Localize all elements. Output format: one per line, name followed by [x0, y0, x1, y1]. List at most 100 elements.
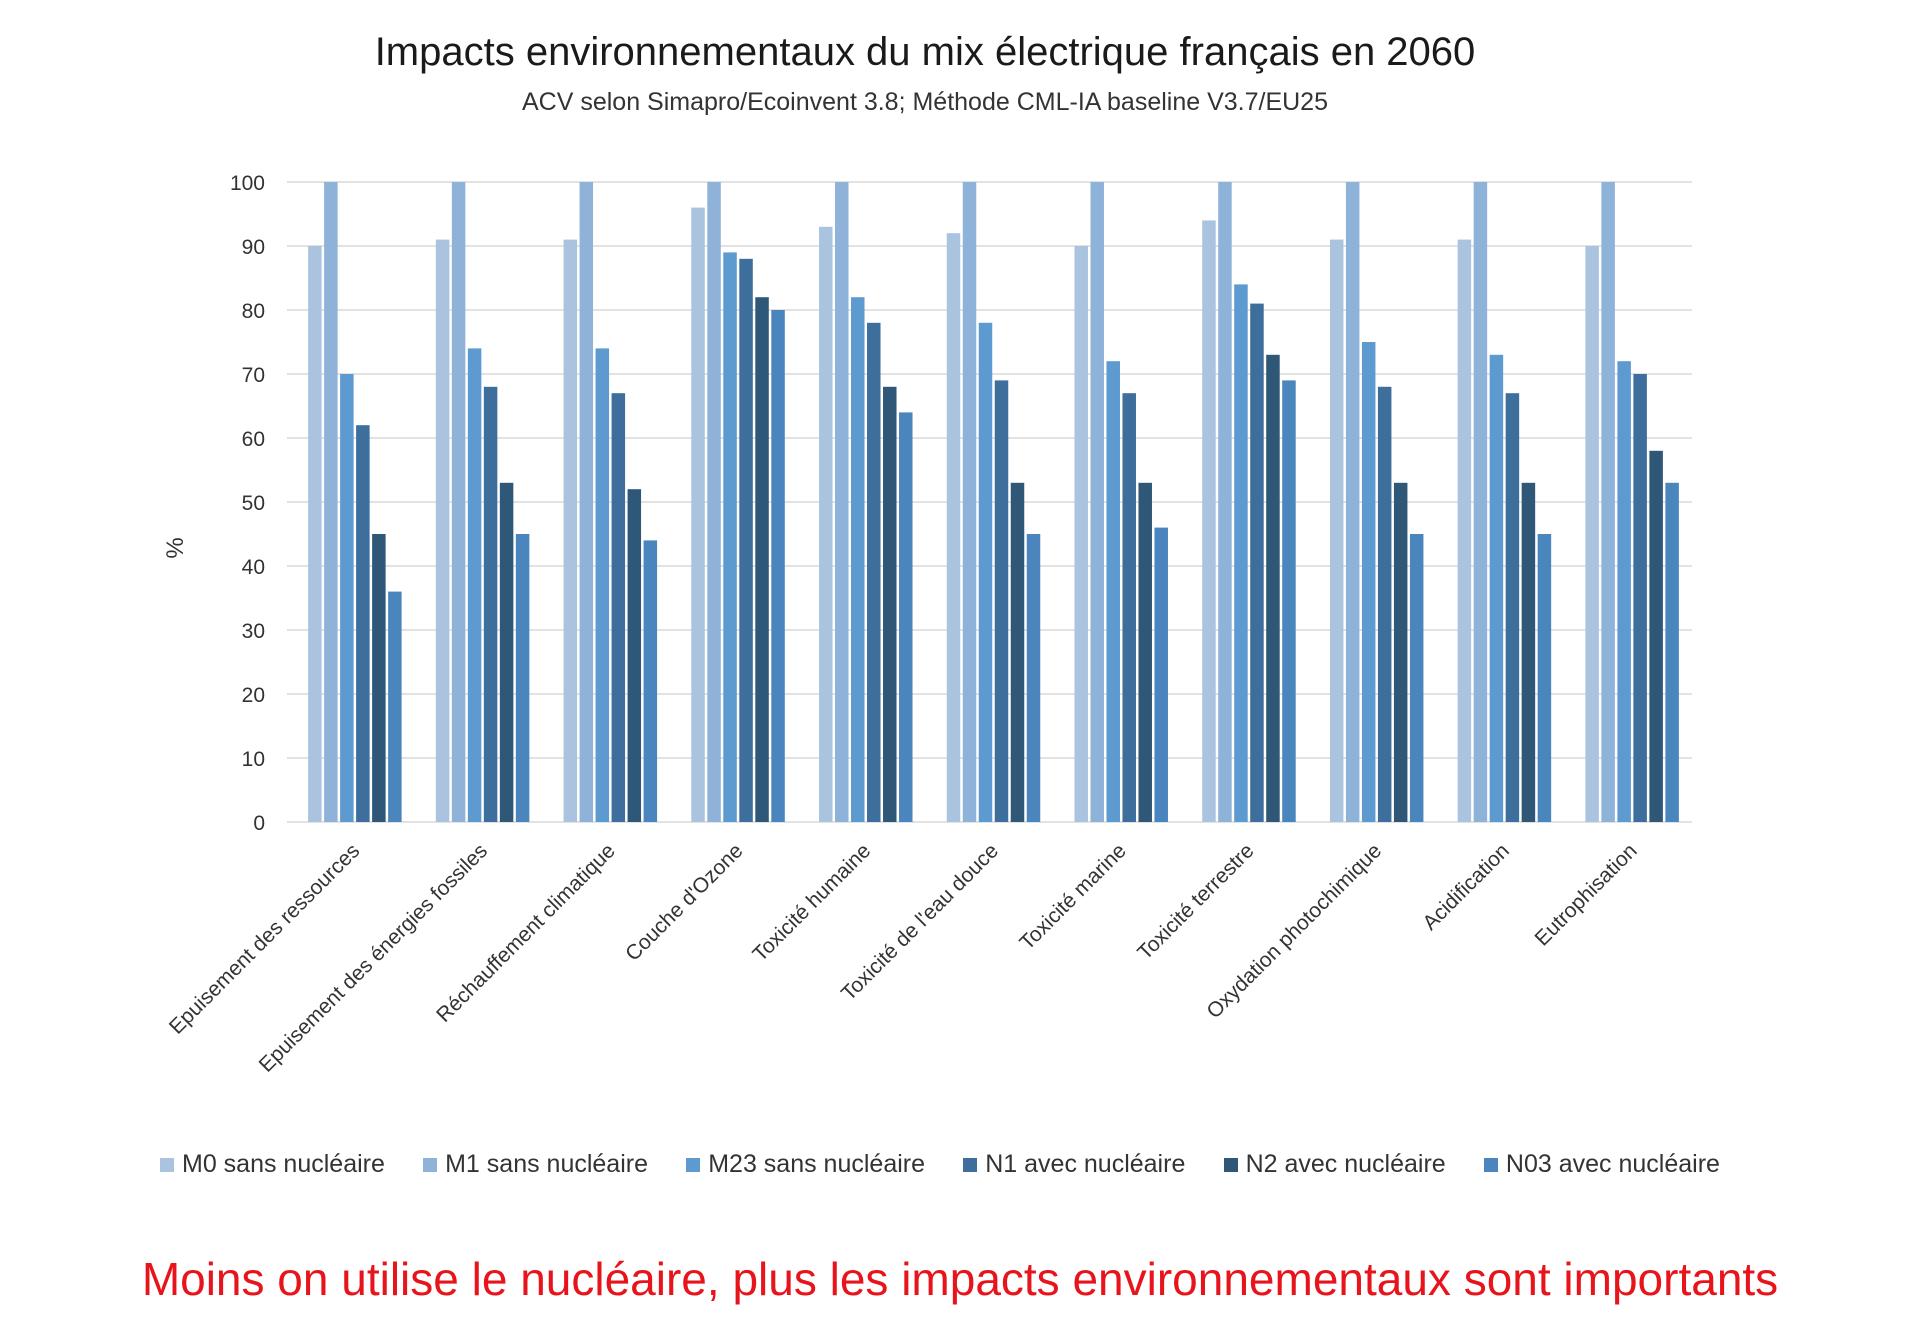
- legend-swatch: [963, 1157, 978, 1172]
- y-axis-label: %: [162, 537, 189, 558]
- legend-item: N2 avec nucléaire: [1223, 1150, 1446, 1179]
- bar: [563, 239, 578, 823]
- bar: [851, 297, 865, 822]
- bar: [1250, 303, 1264, 823]
- x-tick-label: Toxicité marine: [1015, 839, 1130, 954]
- bar: [595, 348, 610, 822]
- bar: [356, 425, 370, 822]
- bar: [1202, 220, 1216, 822]
- bar: [994, 380, 1009, 822]
- bar: [1074, 246, 1088, 822]
- bar: [1505, 393, 1520, 822]
- legend-swatch: [1483, 1157, 1498, 1172]
- bar: [883, 386, 897, 822]
- bar: [388, 591, 402, 822]
- footer-note: Moins on utilise le nucléaire, plus les …: [141, 1253, 1779, 1305]
- bar: [1122, 393, 1136, 822]
- bar: [1026, 534, 1041, 822]
- bar: [819, 226, 833, 823]
- bar: [691, 207, 705, 823]
- bar: [1345, 182, 1360, 822]
- bar: [1361, 342, 1376, 822]
- bar: [899, 412, 913, 822]
- legend-label: N2 avec nucléaire: [1245, 1150, 1446, 1178]
- bar: [579, 182, 594, 822]
- bar: [1521, 482, 1536, 822]
- bar: [1090, 182, 1104, 822]
- bar: [1393, 482, 1408, 822]
- bar: [340, 374, 354, 822]
- bar: [1457, 239, 1472, 823]
- bar: [1377, 386, 1392, 822]
- bar: [308, 246, 322, 822]
- y-tick-label: 50: [242, 492, 265, 515]
- bar: [1218, 182, 1232, 822]
- bar: [1266, 354, 1280, 822]
- bar: [372, 534, 386, 822]
- y-tick-label: 10: [242, 748, 265, 771]
- bar: [946, 233, 961, 822]
- bar: [739, 258, 753, 822]
- x-tick-label: Toxicité humaine: [748, 839, 875, 966]
- legend-item: N1 avec nucléaire: [963, 1150, 1185, 1179]
- bar: [723, 252, 737, 822]
- y-tick-label: 80: [242, 300, 265, 323]
- bar: [835, 182, 849, 822]
- bar: [707, 182, 721, 822]
- legend: M0 sans nucléaire M1 sans nucléaire M23 sa…: [160, 1150, 1720, 1179]
- legend-item: M1 sans nucléaire: [423, 1150, 648, 1179]
- y-tick-label: 70: [242, 364, 265, 387]
- bar-chart: 0 10 20 30 40 50 60 70 80 90 100 Epuisement des re…: [162, 172, 1692, 1077]
- bar: [1234, 284, 1248, 822]
- bar: [627, 489, 642, 822]
- legend-swatch: [686, 1157, 701, 1172]
- bar: [611, 393, 626, 822]
- bars: [308, 182, 1679, 823]
- bar: [1282, 380, 1296, 822]
- bar: [1106, 361, 1120, 822]
- bar: [483, 386, 498, 822]
- bar: [1473, 182, 1488, 822]
- bar: [467, 348, 482, 822]
- bar: [978, 322, 993, 822]
- bar: [1601, 182, 1615, 822]
- bar: [643, 540, 658, 822]
- x-tick-label: Eutrophisation: [1530, 839, 1641, 950]
- bar: [1665, 482, 1679, 822]
- legend-swatch: [160, 1157, 174, 1172]
- bar: [1537, 534, 1552, 822]
- y-tick-label: 100: [230, 172, 265, 195]
- legend-label: N03 avec nucléaire: [1505, 1150, 1720, 1178]
- legend-label: N1 avec nucléaire: [985, 1150, 1186, 1178]
- x-tick-label: Couche d'Ozone: [621, 839, 747, 965]
- y-tick-label: 60: [242, 428, 265, 451]
- bar: [1138, 482, 1152, 822]
- bar: [1489, 354, 1504, 822]
- bar: [867, 322, 881, 822]
- legend-item: M0 sans nucléaire: [160, 1150, 385, 1179]
- bar: [1010, 482, 1025, 822]
- x-tick-label: Acidification: [1418, 839, 1514, 935]
- bar: [515, 534, 530, 822]
- legend-swatch: [423, 1157, 438, 1172]
- y-tick-label: 0: [253, 812, 265, 835]
- bar: [771, 310, 785, 822]
- legend-swatch: [1223, 1157, 1238, 1172]
- bar: [1617, 361, 1631, 822]
- y-tick-label: 20: [242, 684, 265, 707]
- bar: [1154, 527, 1168, 822]
- bar: [1649, 450, 1663, 822]
- chart-subtitle: ACV selon Simapro/Ecoinvent 3.8; Méthode…: [522, 88, 1328, 116]
- legend-item: N03 avec nucléaire: [1483, 1150, 1720, 1179]
- legend-label: M0 sans nucléaire: [182, 1150, 385, 1178]
- bar: [499, 482, 514, 822]
- chart-title: Impacts environnementaux du mix électriq…: [374, 30, 1476, 74]
- y-tick-label: 30: [242, 620, 265, 643]
- legend-label: M1 sans nucléaire: [445, 1150, 648, 1178]
- bar: [435, 239, 450, 823]
- legend-item: M23 sans nucléaire: [686, 1150, 925, 1179]
- bar: [962, 182, 977, 822]
- x-tick-label: Epuisement des énergies fossiles: [255, 839, 492, 1076]
- bar: [1409, 534, 1424, 822]
